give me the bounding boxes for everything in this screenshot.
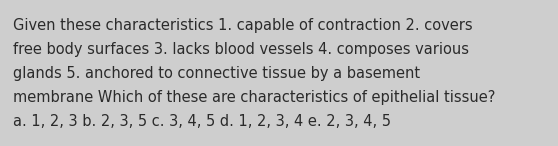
Text: membrane Which of these are characteristics of epithelial tissue?: membrane Which of these are characterist… [13,90,496,105]
Text: Given these characteristics 1. capable of contraction 2. covers: Given these characteristics 1. capable o… [13,18,473,33]
Text: glands 5. anchored to connective tissue by a basement: glands 5. anchored to connective tissue … [13,66,420,81]
Text: a. 1, 2, 3 b. 2, 3, 5 c. 3, 4, 5 d. 1, 2, 3, 4 e. 2, 3, 4, 5: a. 1, 2, 3 b. 2, 3, 5 c. 3, 4, 5 d. 1, 2… [13,114,391,129]
Text: free body surfaces 3. lacks blood vessels 4. composes various: free body surfaces 3. lacks blood vessel… [13,42,469,57]
